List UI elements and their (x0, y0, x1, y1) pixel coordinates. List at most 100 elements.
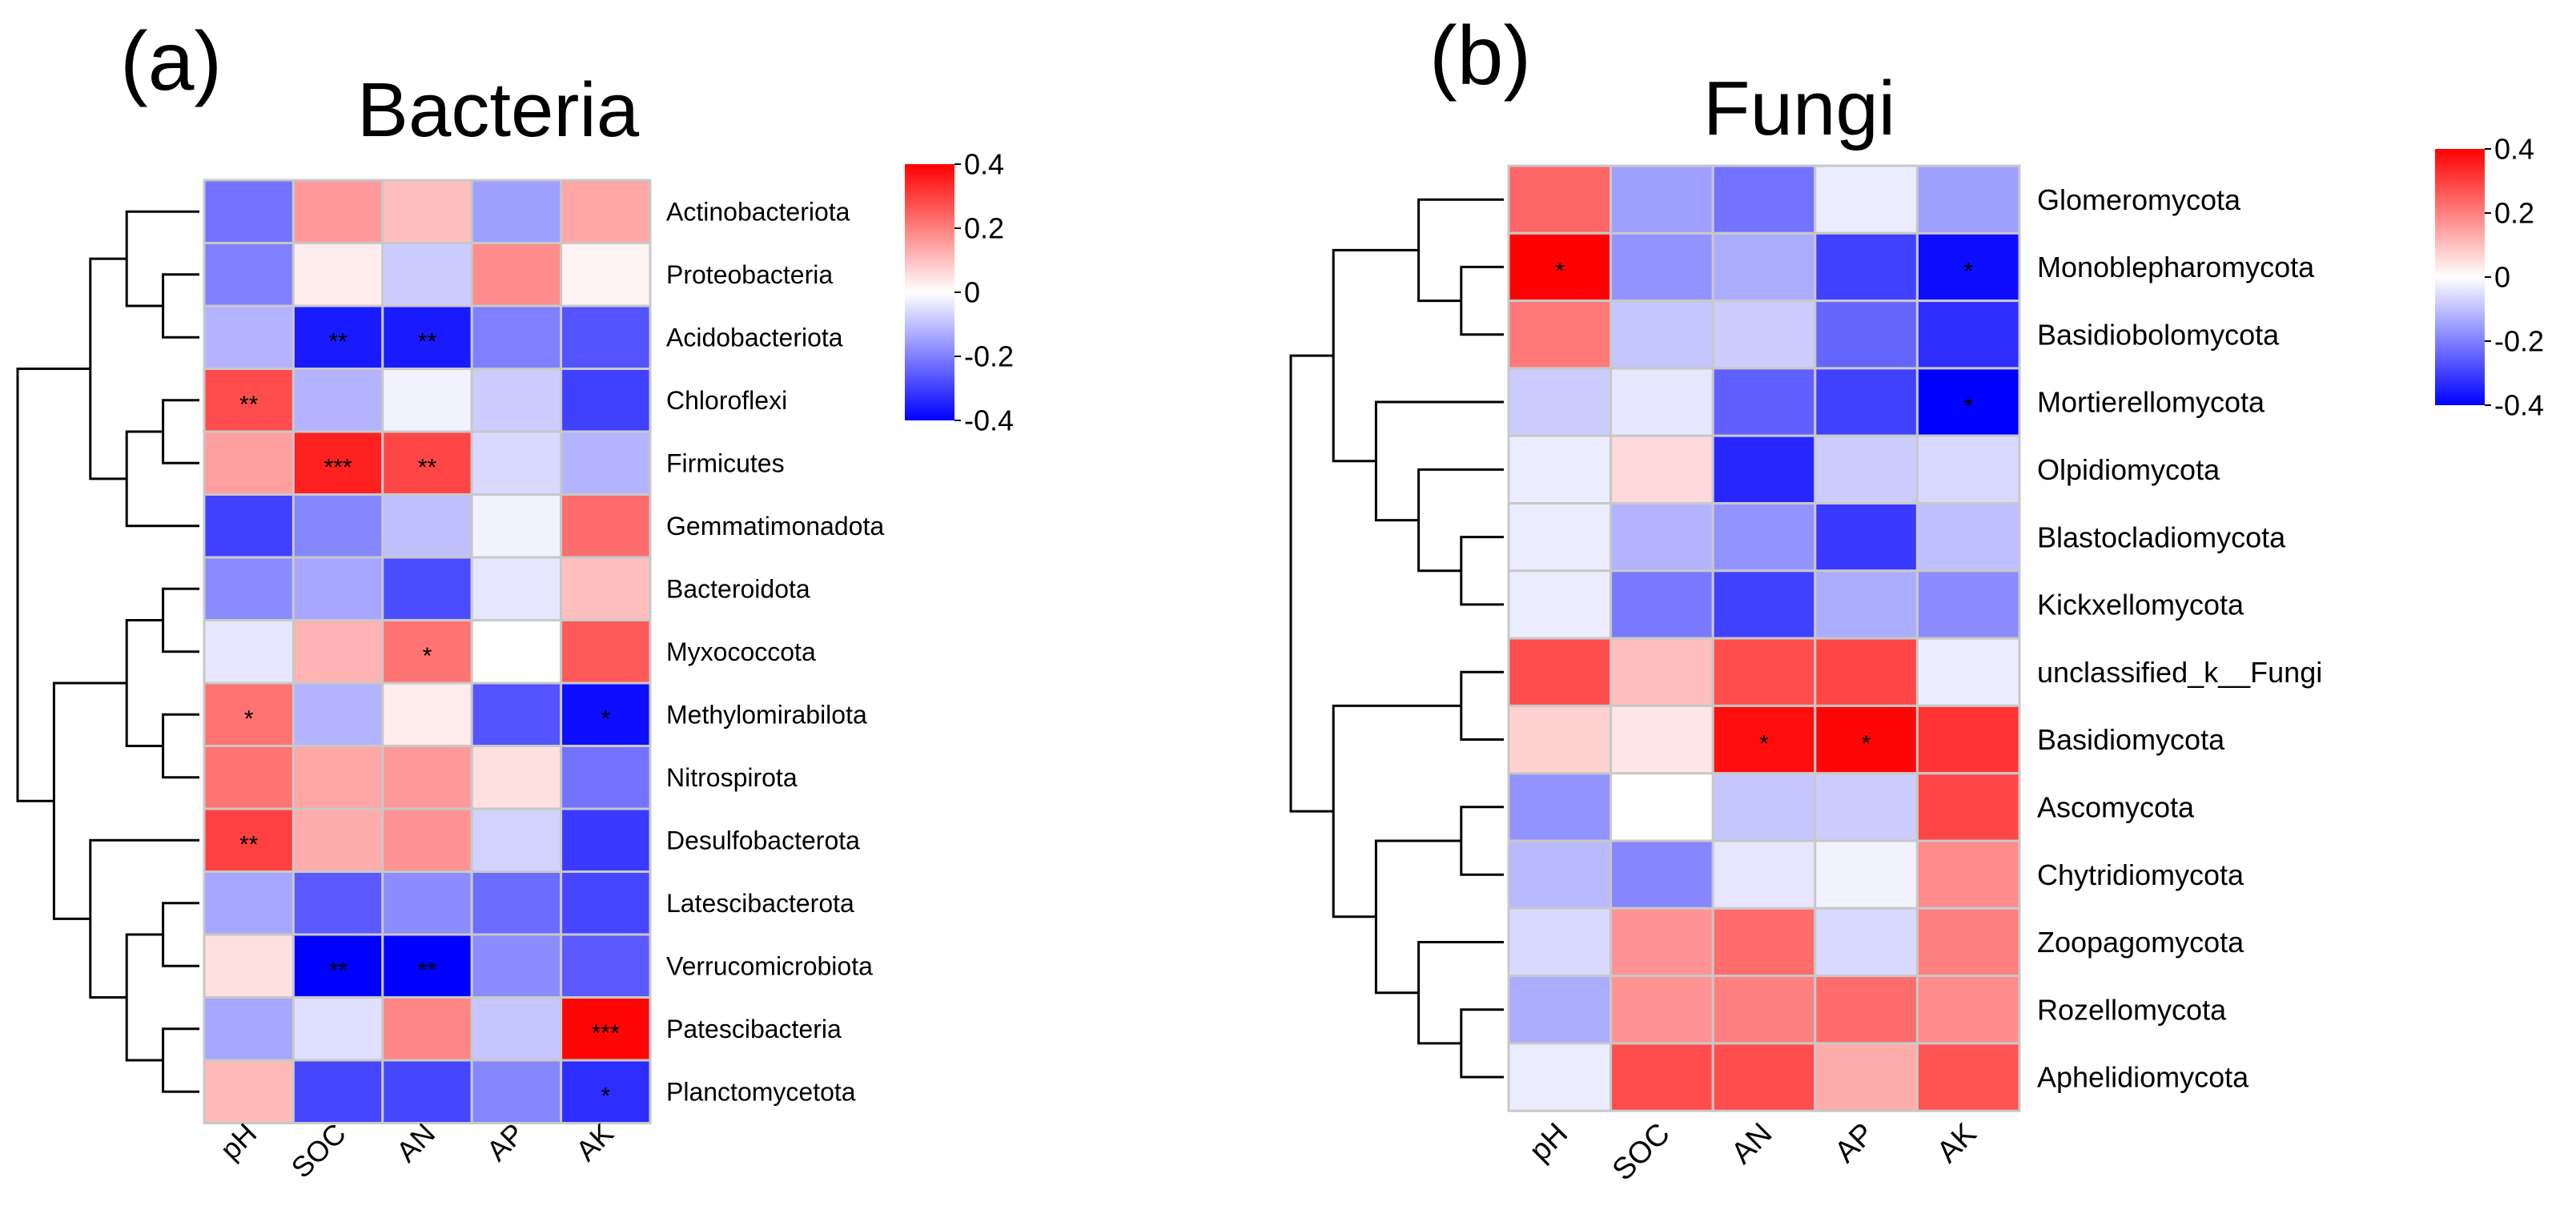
heatmap-cell (1814, 502, 1919, 573)
row-label: Basidiobolomycota (2037, 318, 2280, 351)
heatmap-cell (470, 619, 563, 685)
heatmap-cell (203, 242, 295, 308)
row-label: Desulfobacterota (666, 826, 860, 855)
dendrogram-branch (162, 273, 199, 339)
row-label: Patescibacteria (666, 1015, 842, 1043)
heatmap-cell (1507, 299, 1613, 370)
significance-mark: ** (239, 831, 259, 858)
heatmap-cell (560, 430, 652, 496)
heatmap-cell (1711, 975, 1817, 1045)
heatmap-cell (381, 1059, 473, 1124)
heatmap-cell (291, 807, 384, 873)
heatmap-cell (560, 681, 652, 747)
heatmap-cell (1609, 1042, 1714, 1112)
significance-mark: ** (418, 454, 437, 480)
heatmap-cell (381, 745, 473, 810)
heatmap-cell (560, 493, 652, 559)
significance-mark: * (1759, 731, 1769, 758)
significance-mark: ** (328, 957, 348, 983)
heatmap-cell (1915, 906, 2021, 978)
row-label: Kickxellomycota (2037, 589, 2244, 621)
heatmap-cell (1814, 637, 1919, 707)
significance-mark: * (1963, 393, 1973, 420)
heatmap-cell (560, 556, 652, 621)
heatmap-cell (470, 242, 563, 308)
heatmap-cell (1711, 299, 1817, 370)
heatmap-fungi: * * * * * Glomeromycota Monoblepharomycota Basi… (1289, 164, 2322, 1188)
colorbar-tick-label: 0 (2494, 261, 2510, 294)
row-label: Acidobacteriota (666, 323, 843, 352)
panel-label-bacteria: (a) (120, 15, 222, 108)
heatmap-cell (1711, 164, 1817, 235)
heatmap-cell (1915, 772, 2021, 842)
dendrogram-branch (1332, 704, 1461, 919)
heatmap-cell (1915, 1042, 2021, 1112)
heatmap-cell (470, 556, 563, 621)
row-label: Planctomycetota (666, 1078, 856, 1107)
row-label: Rozellomycota (2037, 993, 2227, 1026)
heatmap-cell (470, 807, 563, 873)
row-label: Olpidiomycota (2037, 453, 2220, 486)
colorbar-tick-label: -0.4 (2494, 389, 2544, 422)
heatmap-cell (470, 996, 563, 1062)
heatmap-cell (1609, 367, 1714, 437)
significance-mark: * (1963, 258, 1973, 284)
heatmap-cell (291, 1059, 384, 1124)
heatmap-cell (291, 179, 384, 244)
heatmap-cell (470, 493, 563, 559)
heatmap-bacteria: ** ******* **** ***** ******Actinobacteriota… (16, 179, 884, 1184)
colorbar-tick-label: 0.4 (2494, 133, 2534, 166)
heatmap-cell (470, 681, 563, 747)
heatmap-cell (1711, 502, 1817, 573)
row-label: Proteobacteria (666, 260, 833, 289)
heatmap-cell (203, 556, 295, 621)
heatmap-cell (381, 996, 473, 1062)
row-label: Chytridiomycota (2037, 858, 2244, 891)
heatmap-cell (470, 745, 563, 810)
dendrogram-branch (162, 902, 199, 967)
heatmap-cell (381, 242, 473, 308)
heatmap-cell (381, 870, 473, 936)
heatmap-cell (1507, 906, 1613, 978)
heatmap-cell (1711, 772, 1817, 842)
row-label: Chloroflexi (666, 386, 787, 415)
significance-mark: * (1862, 731, 1871, 758)
colorbar-tick-label: 0.2 (964, 212, 1004, 245)
heatmap-cell (1507, 164, 1613, 235)
heatmap-cell (560, 619, 652, 685)
heatmap-cell (381, 619, 473, 685)
heatmap-cell (203, 996, 295, 1062)
heatmap-cell (1609, 502, 1714, 573)
dendrogram-bacteria (16, 210, 199, 1093)
heatmap-cell (1609, 772, 1714, 842)
heatmap-cell (1814, 772, 1919, 842)
heatmap-cell (1609, 906, 1714, 978)
heatmap-cell (560, 996, 652, 1062)
colorbar-bacteria: 0.4 0.2 0 -0.2 -0.4 (905, 148, 1014, 437)
heatmap-cell (1609, 164, 1714, 235)
heatmap-cell (1507, 772, 1613, 842)
heatmap-cell (470, 870, 563, 936)
heatmap-cell (1711, 1042, 1817, 1112)
colorbar-tick-label: -0.4 (964, 404, 1014, 437)
heatmap-cell (1915, 839, 2021, 910)
colorbar-tick-label: -0.2 (2494, 325, 2544, 358)
heatmap-cell (560, 807, 652, 873)
dendrogram-branch (1460, 265, 1504, 336)
colorbar-gradient (2435, 149, 2485, 405)
dendrogram-branch (1374, 400, 1504, 522)
row-label: unclassified_k__Fungi (2037, 656, 2322, 689)
row-label: Actinobacteriota (666, 197, 850, 226)
significance-mark: * (601, 1083, 610, 1109)
heatmap-cell (1915, 975, 2021, 1045)
heatmap-cell (560, 933, 652, 999)
significance-mark: *** (324, 454, 352, 480)
heatmap-cell (1507, 569, 1613, 640)
heatmap-cell (1609, 231, 1714, 303)
significance-mark: ** (418, 328, 437, 355)
colorbar-tick-label: 0.4 (964, 148, 1004, 181)
heatmap-cell (1609, 637, 1714, 707)
colorbar-gradient (905, 164, 954, 420)
heatmap-cell (560, 1059, 652, 1124)
